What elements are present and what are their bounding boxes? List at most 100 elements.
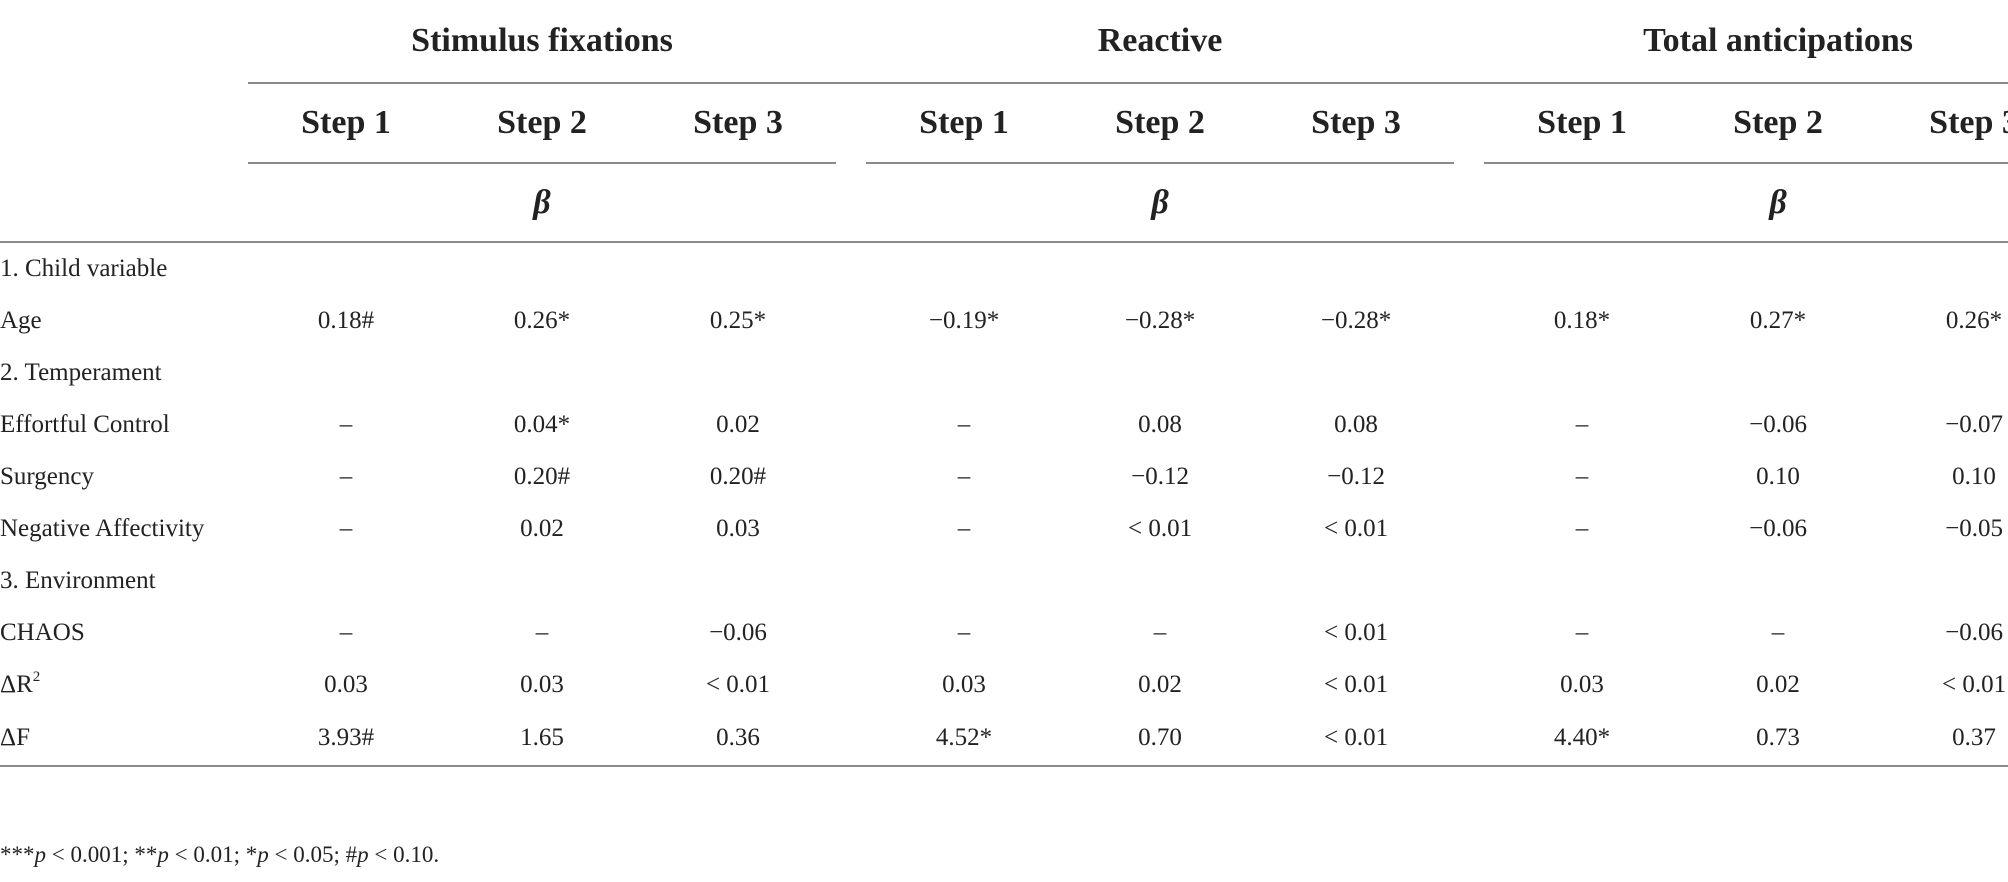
superscript: 2 bbox=[32, 669, 41, 685]
group-gap bbox=[836, 163, 867, 243]
table-cell bbox=[444, 347, 640, 399]
group-gap bbox=[836, 711, 867, 767]
table-cell: −0.19* bbox=[928, 307, 1000, 334]
table-cell bbox=[1258, 242, 1454, 295]
table-cell: 0.26* bbox=[1945, 307, 2003, 334]
table-cell: 0.08 bbox=[1138, 411, 1182, 438]
table-cell: 0.03 bbox=[520, 671, 564, 698]
footnote-p-symbol: p bbox=[34, 842, 47, 867]
section-row: 2. Temperament bbox=[0, 347, 2008, 399]
table-cell: −0.12 bbox=[1131, 463, 1189, 490]
step-header-row: Step 1 Step 2 Step 3 Step 1 Step 2 Step … bbox=[0, 83, 2008, 164]
row-label: Surgency bbox=[0, 451, 248, 503]
table-cell: −0.06 bbox=[1749, 411, 1807, 438]
group-header-reactive: Reactive bbox=[866, 0, 1455, 84]
group-gap bbox=[836, 83, 866, 163]
group-gap bbox=[1454, 451, 1484, 503]
table-cell bbox=[1258, 347, 1454, 399]
table-cell bbox=[1680, 242, 1876, 295]
table-cell bbox=[1876, 242, 2008, 295]
table-cell: < 0.01 bbox=[1258, 711, 1455, 767]
table-cell: 0.25* bbox=[709, 307, 767, 334]
table-cell bbox=[866, 242, 1062, 295]
table-cell: −0.28* bbox=[1320, 307, 1392, 334]
footnote-p-symbol: p bbox=[257, 842, 269, 867]
table-cell: 0.03 bbox=[716, 515, 760, 542]
footnote-text: < 0.01; * bbox=[168, 842, 258, 867]
footnote-p-symbol: p bbox=[157, 842, 169, 867]
table-cell: < 0.01 bbox=[705, 671, 771, 698]
row-label: ΔF bbox=[0, 711, 248, 767]
table-cell bbox=[866, 555, 1062, 607]
table-cell: 3.93# bbox=[248, 711, 444, 767]
row-label-text: 2. Temperament bbox=[0, 359, 162, 386]
header-blank bbox=[0, 163, 248, 243]
step-header: Step 2 bbox=[444, 83, 640, 164]
table-cell: −0.05 bbox=[1945, 515, 2003, 542]
section-label: 1. Child variable bbox=[0, 242, 248, 295]
table-cell: 0.03 bbox=[324, 671, 368, 698]
table-row: ΔF 3.93# 1.65 0.36 4.52* 0.70 < 0.01 4.40* 0.73 0… bbox=[0, 711, 2008, 767]
group-gap bbox=[836, 503, 866, 555]
section-label: 2. Temperament bbox=[0, 347, 248, 399]
row-label-text: Effortful Control bbox=[0, 411, 170, 438]
footnote-text: < 0.10. bbox=[368, 842, 440, 867]
table-cell bbox=[1062, 347, 1258, 399]
section-label: 3. Environment bbox=[0, 555, 248, 607]
table-cell bbox=[1062, 555, 1258, 607]
group-header-stimulus-fixations: Stimulus fixations bbox=[248, 0, 837, 84]
step-header: Step 2 bbox=[1062, 83, 1259, 164]
table-cell: −0.07 bbox=[1945, 411, 2003, 438]
table-cell bbox=[640, 555, 836, 607]
group-header-total-anticipations: Total anticipations bbox=[1484, 0, 2008, 84]
table-cell: 0.20# bbox=[709, 463, 767, 490]
table-cell bbox=[248, 347, 444, 399]
table-cell: 0.27* bbox=[1749, 307, 1807, 334]
row-label: CHAOS bbox=[0, 607, 248, 659]
table-cell bbox=[1258, 555, 1454, 607]
beta-label: β bbox=[248, 163, 837, 243]
step-header: Step 3 bbox=[640, 83, 837, 164]
table-cell bbox=[1484, 347, 1680, 399]
step-header: Step 1 bbox=[866, 83, 1063, 164]
footnote-text: *** bbox=[0, 842, 35, 867]
table-cell bbox=[1680, 347, 1876, 399]
group-gap bbox=[836, 451, 866, 503]
group-gap bbox=[1454, 503, 1484, 555]
group-gap bbox=[836, 347, 866, 399]
regression-table: Stimulus fixations Reactive Total antici… bbox=[0, 0, 2008, 767]
table-cell: 0.04* bbox=[513, 411, 571, 438]
table-cell bbox=[1062, 242, 1258, 295]
table-cell: – bbox=[957, 619, 971, 646]
group-gap bbox=[1454, 659, 1484, 711]
table-cell: 0.26* bbox=[513, 307, 571, 334]
table-row: Effortful Control – 0.04* 0.02 – 0.08 0.08 – −0.… bbox=[0, 399, 2008, 451]
group-gap bbox=[1454, 347, 1484, 399]
table-cell: – bbox=[339, 619, 353, 646]
header-blank bbox=[0, 83, 248, 163]
table-cell: 0.10 bbox=[1756, 463, 1800, 490]
table-cell: 4.40* bbox=[1484, 711, 1681, 767]
table-cell bbox=[640, 242, 836, 295]
step-header: Step 1 bbox=[1484, 83, 1681, 164]
table-cell: – bbox=[957, 515, 971, 542]
group-gap bbox=[836, 295, 866, 347]
row-label-text: ΔR bbox=[0, 671, 33, 698]
table-cell: – bbox=[1575, 463, 1589, 490]
table-cell: 1.65 bbox=[444, 711, 640, 767]
row-label-text: Surgency bbox=[0, 463, 94, 490]
group-gap bbox=[836, 242, 866, 295]
group-gap bbox=[1454, 555, 1484, 607]
group-gap bbox=[1454, 83, 1484, 163]
footnote-p-symbol: p bbox=[357, 842, 369, 867]
step-header: Step 3 bbox=[1258, 83, 1455, 164]
table-cell: −0.06 bbox=[709, 619, 767, 646]
table-row: Age 0.18# 0.26* 0.25* −0.19* −0.28* −0.28* 0.18… bbox=[0, 295, 2008, 347]
table-cell: – bbox=[339, 463, 353, 490]
header-blank bbox=[0, 0, 248, 83]
table-cell: – bbox=[1575, 515, 1589, 542]
table-cell bbox=[248, 242, 444, 295]
table-cell: 0.08 bbox=[1334, 411, 1378, 438]
table-cell: 0.02 bbox=[1138, 671, 1182, 698]
table-cell bbox=[248, 555, 444, 607]
